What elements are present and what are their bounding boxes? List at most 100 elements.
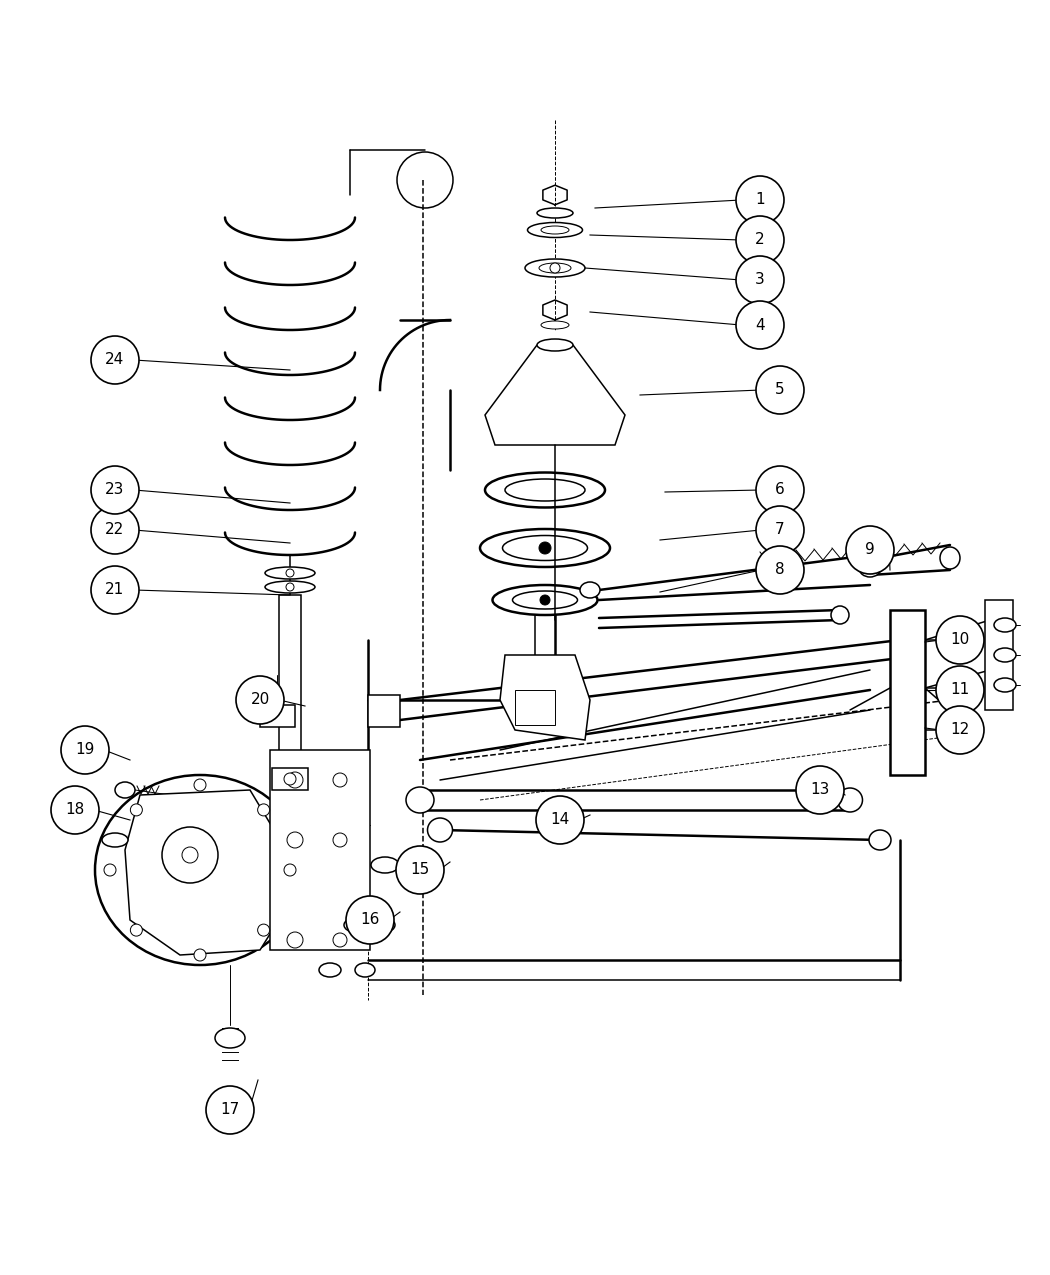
Text: 16: 16 [360,913,380,927]
Text: 10: 10 [950,632,969,648]
Circle shape [936,616,984,664]
Circle shape [346,896,394,944]
Circle shape [333,773,347,787]
Text: 8: 8 [775,562,784,578]
Ellipse shape [406,787,434,813]
Ellipse shape [427,819,453,842]
Ellipse shape [503,536,588,561]
Circle shape [284,864,296,876]
Circle shape [550,263,560,273]
Circle shape [104,864,116,876]
Ellipse shape [116,782,135,798]
FancyBboxPatch shape [270,750,370,950]
Ellipse shape [102,833,128,847]
Circle shape [182,847,198,863]
Ellipse shape [525,259,585,277]
Circle shape [286,583,294,592]
Ellipse shape [492,585,597,615]
Text: 18: 18 [65,802,85,817]
Polygon shape [125,790,285,955]
Circle shape [936,666,984,714]
Circle shape [539,542,551,555]
Circle shape [846,527,894,574]
FancyBboxPatch shape [260,705,295,727]
Ellipse shape [505,479,585,501]
Circle shape [257,924,270,936]
Ellipse shape [94,775,304,965]
Ellipse shape [947,722,969,738]
Text: 23: 23 [105,482,125,497]
Circle shape [130,924,143,936]
Circle shape [286,569,294,578]
Text: 6: 6 [775,482,785,497]
Text: 4: 4 [755,317,764,333]
Circle shape [736,215,784,264]
Ellipse shape [537,339,573,351]
Ellipse shape [994,678,1016,692]
FancyBboxPatch shape [368,695,400,727]
Circle shape [936,706,984,754]
Text: 13: 13 [811,783,830,797]
Circle shape [194,779,206,790]
Ellipse shape [215,1028,245,1048]
Ellipse shape [537,208,573,218]
Ellipse shape [527,223,583,237]
Circle shape [61,725,109,774]
Ellipse shape [994,648,1016,662]
Ellipse shape [344,918,366,932]
Circle shape [536,796,584,844]
Circle shape [736,301,784,349]
Circle shape [287,771,303,788]
Circle shape [736,256,784,303]
FancyBboxPatch shape [279,595,301,755]
Text: 9: 9 [865,542,875,557]
Ellipse shape [480,529,610,567]
Text: 5: 5 [775,382,784,398]
Text: 14: 14 [550,812,569,827]
Text: 11: 11 [950,682,969,697]
Circle shape [91,506,139,555]
Circle shape [91,566,139,615]
Ellipse shape [265,581,315,593]
Text: 17: 17 [220,1103,239,1117]
Ellipse shape [485,473,605,507]
Polygon shape [500,655,590,740]
Ellipse shape [831,606,849,623]
Text: 1: 1 [755,193,764,208]
Ellipse shape [512,592,578,609]
Ellipse shape [539,263,571,273]
Ellipse shape [869,830,891,850]
Circle shape [194,949,206,961]
Ellipse shape [838,788,862,812]
Polygon shape [485,346,625,445]
Ellipse shape [940,547,960,569]
Circle shape [333,933,347,947]
Circle shape [257,805,270,816]
Circle shape [540,595,550,606]
Text: 12: 12 [950,723,969,737]
Circle shape [284,773,296,785]
Text: 2: 2 [755,232,764,247]
Ellipse shape [319,963,341,977]
Circle shape [91,337,139,384]
Circle shape [130,805,143,816]
Circle shape [206,1086,254,1133]
Text: 7: 7 [775,523,784,538]
Circle shape [51,785,99,834]
Circle shape [756,506,804,555]
Circle shape [287,932,303,949]
Ellipse shape [541,321,569,329]
FancyBboxPatch shape [272,768,308,790]
Text: 24: 24 [105,352,125,367]
Circle shape [287,833,303,848]
Circle shape [756,546,804,594]
Circle shape [736,176,784,224]
Circle shape [756,465,804,514]
Circle shape [796,766,844,813]
Ellipse shape [265,567,315,579]
Ellipse shape [994,618,1016,632]
Circle shape [91,465,139,514]
Circle shape [236,676,284,724]
Text: 20: 20 [250,692,270,708]
Ellipse shape [541,226,569,235]
